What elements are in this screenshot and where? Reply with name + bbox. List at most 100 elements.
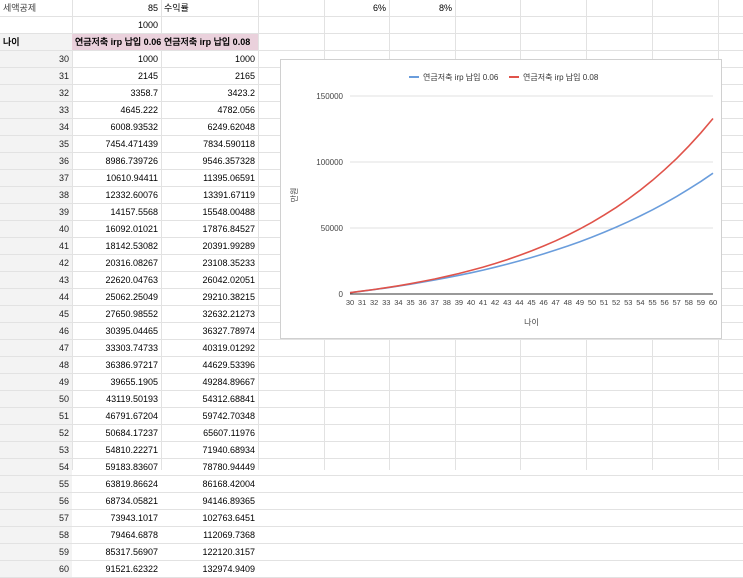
cell-age[interactable]: 32 <box>0 85 72 101</box>
cell-value-006[interactable]: 39655.1905 <box>110 377 158 387</box>
cell-age[interactable]: 52 <box>0 425 72 441</box>
cell-value-006[interactable]: 7454.471439 <box>105 139 158 149</box>
cell-value-008[interactable]: 94146.89365 <box>202 496 255 506</box>
cell-value-006[interactable]: 50684.17237 <box>105 428 158 438</box>
cell-value-008[interactable]: 40319.01292 <box>202 343 255 353</box>
cell-value-006[interactable]: 54810.22271 <box>105 445 158 455</box>
cell-value-008[interactable]: 13391.67119 <box>203 190 255 200</box>
cell-value-008[interactable]: 29210.38215 <box>202 292 255 302</box>
cell-top-label[interactable]: 세액공제 <box>3 3 37 13</box>
cell-value-006[interactable]: 18142.53082 <box>105 241 158 251</box>
cell-value-006[interactable]: 6008.93532 <box>110 122 158 132</box>
cell-value-006[interactable]: 27650.98552 <box>105 309 158 319</box>
cell-value-008[interactable]: 71940.68934 <box>202 445 255 455</box>
cell-age[interactable]: 40 <box>0 221 72 237</box>
cell-value-008[interactable]: 15548.00488 <box>202 207 255 217</box>
cell-value-006[interactable]: 20316.08267 <box>105 258 158 268</box>
cell-age[interactable]: 43 <box>0 272 72 288</box>
cell-age[interactable]: 46 <box>0 323 72 339</box>
cell-value-008[interactable]: 11395.06591 <box>203 173 255 183</box>
cell-value-006[interactable]: 3358.7 <box>130 88 158 98</box>
cell-age-header[interactable]: 나이 <box>0 34 72 50</box>
cell-rate-a[interactable]: 6% <box>372 3 386 13</box>
cell-value-008[interactable]: 3423.2 <box>227 88 255 98</box>
cell-age[interactable]: 58 <box>0 527 72 543</box>
cell-value-008[interactable]: 7834.590118 <box>203 139 255 149</box>
cell-age[interactable]: 41 <box>0 238 72 254</box>
cell-value-006[interactable]: 33303.74733 <box>105 343 158 353</box>
cell-value-006[interactable]: 22620.04763 <box>105 275 158 285</box>
cell-age[interactable]: 56 <box>0 493 72 509</box>
cell-value-008[interactable]: 2165 <box>234 71 255 81</box>
cell-value-006[interactable]: 36386.97217 <box>105 360 158 370</box>
cell-value-006[interactable]: 8986.739726 <box>105 156 158 166</box>
cell-value-006[interactable]: 59183.83607 <box>105 462 158 472</box>
cell-age[interactable]: 30 <box>0 51 72 67</box>
cell-value-008[interactable]: 36327.78974 <box>202 326 255 336</box>
cell-rate-label[interactable]: 수익률 <box>164 3 189 13</box>
cell-value-006[interactable]: 25062.25049 <box>105 292 158 302</box>
cell-age[interactable]: 33 <box>0 102 72 118</box>
cell-value-006[interactable]: 10610.94411 <box>106 173 158 183</box>
cell-top-value[interactable]: 85 <box>147 3 158 13</box>
cell-value-006[interactable]: 12332.60076 <box>105 190 158 200</box>
cell-age[interactable]: 50 <box>0 391 72 407</box>
cell-col-c-header[interactable]: 연금저축 irp 납입 0.08 <box>161 34 258 50</box>
cell-age[interactable]: 39 <box>0 204 72 220</box>
cell-age[interactable]: 48 <box>0 357 72 373</box>
cell-initial[interactable]: 1000 <box>137 20 158 30</box>
cell-value-006[interactable]: 85317.56907 <box>105 547 158 557</box>
cell-value-008[interactable]: 17876.84527 <box>202 224 255 234</box>
cell-value-006[interactable]: 63819.86624 <box>105 479 158 489</box>
cell-value-008[interactable]: 78780.94449 <box>202 462 255 472</box>
cell-value-006[interactable]: 73943.1017 <box>110 513 158 523</box>
cell-value-006[interactable]: 1000 <box>137 54 158 64</box>
cell-value-006[interactable]: 4645.222 <box>120 105 158 115</box>
cell-value-008[interactable]: 54312.68841 <box>202 394 255 404</box>
cell-value-008[interactable]: 23108.35233 <box>202 258 255 268</box>
cell-value-008[interactable]: 102763.6451 <box>202 513 255 523</box>
cell-value-008[interactable]: 65607.11976 <box>203 428 255 438</box>
cell-age[interactable]: 57 <box>0 510 72 526</box>
cell-age[interactable]: 42 <box>0 255 72 271</box>
cell-age[interactable]: 54 <box>0 459 72 475</box>
cell-age[interactable]: 38 <box>0 187 72 203</box>
cell-value-008[interactable]: 26042.02051 <box>202 275 255 285</box>
cell-value-008[interactable]: 9546.357328 <box>202 156 255 166</box>
cell-col-b-header[interactable]: 연금저축 irp 납입 0.06 <box>72 34 161 50</box>
cell-age[interactable]: 35 <box>0 136 72 152</box>
cell-age[interactable]: 59 <box>0 544 72 560</box>
cell-value-008[interactable]: 59742.70348 <box>202 411 255 421</box>
cell-value-008[interactable]: 132974.9409 <box>202 564 255 574</box>
cell-value-008[interactable]: 1000 <box>234 54 255 64</box>
cell-value-006[interactable]: 16092.01021 <box>105 224 158 234</box>
cell-value-006[interactable]: 68734.05821 <box>105 496 158 506</box>
cell-age[interactable]: 45 <box>0 306 72 322</box>
cell-value-008[interactable]: 122120.3157 <box>202 547 255 557</box>
cell-age[interactable]: 37 <box>0 170 72 186</box>
cell-value-006[interactable]: 43119.50193 <box>106 394 158 404</box>
cell-age[interactable]: 51 <box>0 408 72 424</box>
cell-value-008[interactable]: 4782.056 <box>217 105 255 115</box>
cell-rate-b[interactable]: 8% <box>438 3 452 13</box>
cell-value-006[interactable]: 2145 <box>137 71 158 81</box>
cell-age[interactable]: 55 <box>0 476 72 492</box>
cell-age[interactable]: 34 <box>0 119 72 135</box>
cell-value-008[interactable]: 6249.62048 <box>207 122 255 132</box>
cell-age[interactable]: 31 <box>0 68 72 84</box>
cell-value-008[interactable]: 32632.21273 <box>202 309 255 319</box>
line-chart[interactable]: 0 50000 100000 150000 30 31 32 33 34 35 36 37 38 39 40… <box>280 59 722 339</box>
cell-age[interactable]: 47 <box>0 340 72 356</box>
cell-value-008[interactable]: 86168.42004 <box>202 479 255 489</box>
cell-age[interactable]: 36 <box>0 153 72 169</box>
cell-value-006[interactable]: 46791.67204 <box>105 411 158 421</box>
cell-age[interactable]: 44 <box>0 289 72 305</box>
cell-age[interactable]: 53 <box>0 442 72 458</box>
cell-value-006[interactable]: 30395.04465 <box>105 326 158 336</box>
cell-value-006[interactable]: 14157.5568 <box>110 207 158 217</box>
cell-value-008[interactable]: 44629.53396 <box>202 360 255 370</box>
cell-value-008[interactable]: 20391.99289 <box>202 241 255 251</box>
cell-value-006[interactable]: 79464.6878 <box>110 530 158 540</box>
cell-value-006[interactable]: 91521.62322 <box>105 564 158 574</box>
